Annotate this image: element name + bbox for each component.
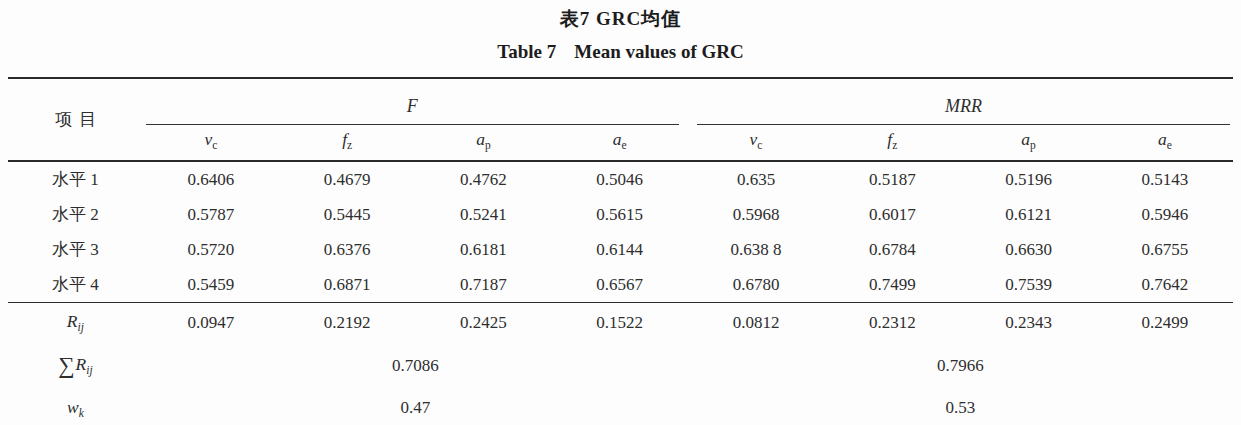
row-label-weight: wk (8, 389, 143, 425)
cell-value: 0.2425 (415, 303, 551, 343)
cell-value: 0.5196 (960, 161, 1096, 197)
cell-weight-mrr: 0.53 (688, 389, 1233, 425)
column-header-item: 项目 (8, 78, 143, 161)
column-header-mrr-ae: ae (1097, 125, 1233, 161)
cell-value: 0.5143 (1097, 161, 1233, 197)
table-title-chinese: 表7 GRC均值 (8, 6, 1233, 32)
row-label-level-2: 水平 2 (8, 197, 143, 232)
cell-value: 0.2343 (960, 303, 1096, 343)
group-header-mrr: MRR (688, 78, 1233, 125)
table-title-english: Table 7 Mean values of GRC (8, 40, 1233, 64)
cell-value: 0.4679 (279, 161, 415, 197)
cell-value: 0.2499 (1097, 303, 1233, 343)
group-header-mrr-label: MRR (697, 96, 1230, 125)
table-caption: Mean values of GRC (574, 41, 743, 62)
cell-value: 0.6376 (279, 232, 415, 267)
cell-value: 0.5187 (824, 161, 960, 197)
cell-value: 0.5615 (552, 197, 688, 232)
cell-value: 0.6630 (960, 232, 1096, 267)
cell-value: 0.6181 (415, 232, 551, 267)
cell-value: 0.638 8 (688, 232, 824, 267)
column-header-mrr-vc: vc (688, 125, 824, 161)
column-header-f-vc: vc (143, 125, 279, 161)
column-header-mrr-ap: ap (960, 125, 1096, 161)
cell-value: 0.6780 (688, 267, 824, 303)
cell-sum-mrr: 0.7966 (688, 342, 1233, 389)
cell-value: 0.2192 (279, 303, 415, 343)
cell-value: 0.1522 (552, 303, 688, 343)
cell-value: 0.7642 (1097, 267, 1233, 303)
row-label-level-4: 水平 4 (8, 267, 143, 303)
row-label-level-1: 水平 1 (8, 161, 143, 197)
summation-symbol: ∑ (58, 353, 74, 378)
table-container: 项目 F MRR vc fz ap ae vc fz ap ae 水 (8, 77, 1233, 425)
cell-value: 0.0947 (143, 303, 279, 343)
cell-value: 0.4762 (415, 161, 551, 197)
cell-value: 0.7187 (415, 267, 551, 303)
cell-value: 0.7499 (824, 267, 960, 303)
cell-value: 0.6871 (279, 267, 415, 303)
cell-value: 0.5787 (143, 197, 279, 232)
cell-value: 0.5459 (143, 267, 279, 303)
cell-value: 0.6144 (552, 232, 688, 267)
table-row-level-3: 水平 3 0.5720 0.6376 0.6181 0.6144 0.638 8… (8, 232, 1233, 267)
row-label-level-3: 水平 3 (8, 232, 143, 267)
cell-value: 0.6017 (824, 197, 960, 232)
cell-value: 0.6784 (824, 232, 960, 267)
column-header-f-ap: ap (415, 125, 551, 161)
table-row-level-4: 水平 4 0.5459 0.6871 0.7187 0.6567 0.6780 … (8, 267, 1233, 303)
cell-value: 0.5445 (279, 197, 415, 232)
cell-value: 0.6406 (143, 161, 279, 197)
group-header-f-label: F (146, 96, 679, 125)
table-row-range: Rij 0.0947 0.2192 0.2425 0.1522 0.0812 0… (8, 303, 1233, 343)
table-number: Table 7 (497, 41, 556, 62)
table-row-sum-range: ∑Rij 0.7086 0.7966 (8, 342, 1233, 389)
row-label-sum-range: ∑Rij (8, 342, 143, 389)
table-row-weight: wk 0.47 0.53 (8, 389, 1233, 425)
paper-table-figure: 表7 GRC均值 Table 7 Mean values of GRC 项目 F … (0, 0, 1241, 425)
cell-value: 0.0812 (688, 303, 824, 343)
table-row-level-1: 水平 1 0.6406 0.4679 0.4762 0.5046 0.635 0… (8, 161, 1233, 197)
cell-weight-f: 0.47 (143, 389, 688, 425)
group-header-f: F (143, 78, 688, 125)
cell-value: 0.5241 (415, 197, 551, 232)
column-header-f-ae: ae (552, 125, 688, 161)
cell-value: 0.6755 (1097, 232, 1233, 267)
cell-value: 0.5946 (1097, 197, 1233, 232)
cell-sum-f: 0.7086 (143, 342, 688, 389)
cell-value: 0.635 (688, 161, 824, 197)
cell-value: 0.6567 (552, 267, 688, 303)
column-header-f-fz: fz (279, 125, 415, 161)
cell-value: 0.7539 (960, 267, 1096, 303)
row-label-range: Rij (8, 303, 143, 343)
cell-value: 0.2312 (824, 303, 960, 343)
column-header-mrr-fz: fz (824, 125, 960, 161)
cell-value: 0.6121 (960, 197, 1096, 232)
grc-mean-values-table: 项目 F MRR vc fz ap ae vc fz ap ae 水 (8, 77, 1233, 425)
cell-value: 0.5720 (143, 232, 279, 267)
table-row-level-2: 水平 2 0.5787 0.5445 0.5241 0.5615 0.5968 … (8, 197, 1233, 232)
cell-value: 0.5046 (552, 161, 688, 197)
cell-value: 0.5968 (688, 197, 824, 232)
